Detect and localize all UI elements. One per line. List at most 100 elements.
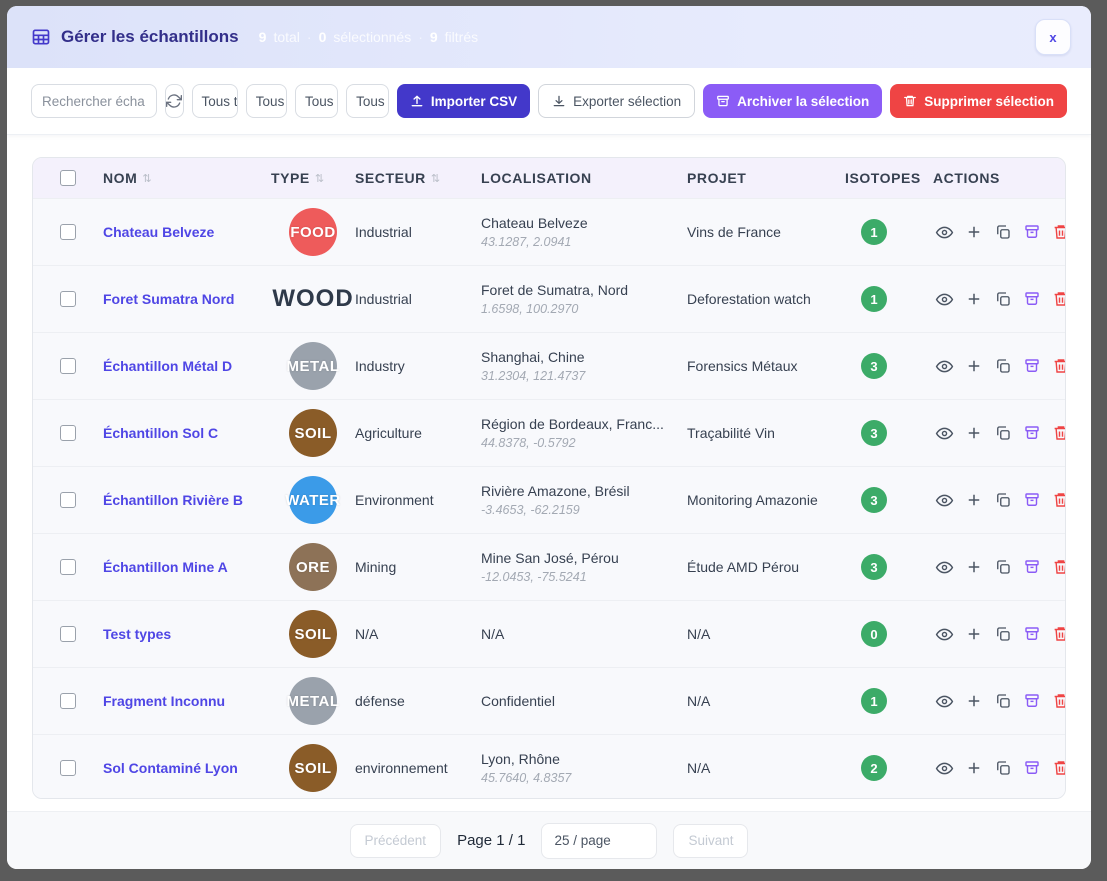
sample-name-link[interactable]: Échantillon Sol C — [103, 425, 219, 441]
view-button[interactable] — [935, 558, 954, 577]
search-input[interactable] — [31, 84, 157, 118]
column-header-nom[interactable]: NOM ⇅ — [103, 170, 153, 186]
archive-row-button[interactable] — [1023, 558, 1041, 576]
view-button[interactable] — [935, 290, 954, 309]
duplicate-button[interactable] — [994, 558, 1012, 576]
project-cell: Monitoring Amazonie — [687, 492, 818, 508]
isotope-count-badge: 0 — [861, 621, 887, 647]
row-checkbox[interactable] — [60, 358, 76, 374]
view-button[interactable] — [935, 424, 954, 443]
row-checkbox[interactable] — [60, 760, 76, 776]
add-isotope-button[interactable] — [965, 290, 983, 308]
delete-row-button[interactable] — [1052, 759, 1065, 777]
add-isotope-button[interactable] — [965, 424, 983, 442]
duplicate-button[interactable] — [994, 223, 1012, 241]
sector-cell: Environment — [355, 492, 434, 508]
select-all-checkbox[interactable] — [60, 170, 76, 186]
refresh-button[interactable] — [165, 84, 184, 118]
location-cell: Confidentiel — [481, 692, 555, 709]
project-cell: N/A — [687, 693, 711, 709]
duplicate-button[interactable] — [994, 424, 1012, 442]
archive-selection-button[interactable]: Archiver la sélection — [703, 84, 883, 118]
column-header-type[interactable]: TYPE ⇅ — [271, 170, 325, 186]
delete-row-button[interactable] — [1052, 491, 1065, 509]
duplicate-button[interactable] — [994, 290, 1012, 308]
view-button[interactable] — [935, 357, 954, 376]
row-checkbox[interactable] — [60, 425, 76, 441]
row-checkbox[interactable] — [60, 559, 76, 575]
row-checkbox[interactable] — [60, 693, 76, 709]
add-isotope-button[interactable] — [965, 357, 983, 375]
delete-row-button[interactable] — [1052, 692, 1065, 710]
next-page-button[interactable]: Suivant — [673, 823, 749, 858]
add-isotope-button[interactable] — [965, 223, 983, 241]
delete-selection-button[interactable]: Supprimer sélection — [890, 84, 1068, 118]
duplicate-button[interactable] — [994, 692, 1012, 710]
add-isotope-button[interactable] — [965, 759, 983, 777]
filter-types-select[interactable]: Tous types — [191, 84, 238, 118]
add-isotope-button[interactable] — [965, 491, 983, 509]
archive-row-button[interactable] — [1023, 759, 1041, 777]
filtered-label: filtrés — [444, 29, 479, 45]
archive-row-button[interactable] — [1023, 491, 1041, 509]
view-button[interactable] — [935, 759, 954, 778]
sample-name-link[interactable]: Test types — [103, 626, 172, 642]
duplicate-button[interactable] — [994, 491, 1012, 509]
view-button[interactable] — [935, 491, 954, 510]
filter-sectors-select[interactable]: Tous secte — [245, 84, 287, 118]
row-checkbox[interactable] — [60, 626, 76, 642]
delete-row-button[interactable] — [1052, 290, 1065, 308]
archive-row-button[interactable] — [1023, 290, 1041, 308]
page-size-select[interactable]: 25 / page — [541, 822, 658, 859]
trash-icon — [1052, 424, 1065, 442]
add-isotope-button[interactable] — [965, 558, 983, 576]
sample-name-link[interactable]: Fragment Inconnu — [103, 693, 226, 709]
row-checkbox[interactable] — [60, 492, 76, 508]
filter-elements-select[interactable]: Tous élém — [346, 84, 389, 118]
sample-name-link[interactable]: Sol Contaminé Lyon — [103, 760, 238, 776]
duplicate-button[interactable] — [994, 759, 1012, 777]
import-csv-button[interactable]: Importer CSV — [396, 84, 531, 118]
archive-row-button[interactable] — [1023, 424, 1041, 442]
add-isotope-button[interactable] — [965, 625, 983, 643]
column-header-secteur[interactable]: SECTEUR ⇅ — [355, 170, 441, 186]
sample-name-link[interactable]: Échantillon Métal D — [103, 358, 233, 374]
filter-projects-select[interactable]: Tous proje — [294, 84, 339, 118]
view-button[interactable] — [935, 625, 954, 644]
sort-icon: ⇅ — [430, 172, 441, 185]
sample-name-link[interactable]: Chateau Belveze — [103, 224, 215, 240]
row-checkbox[interactable] — [60, 291, 76, 307]
sample-name-link[interactable]: Échantillon Rivière B — [103, 492, 244, 508]
sector-cell: N/A — [355, 626, 379, 642]
table-row: Test types SOIL N/A N/A N/A 0 — [33, 600, 1065, 667]
delete-row-button[interactable] — [1052, 223, 1065, 241]
add-isotope-button[interactable] — [965, 692, 983, 710]
view-button[interactable] — [935, 692, 954, 711]
delete-row-button[interactable] — [1052, 625, 1065, 643]
close-button[interactable]: x — [1035, 19, 1071, 55]
row-checkbox[interactable] — [60, 224, 76, 240]
previous-page-button[interactable]: Précédent — [349, 823, 442, 858]
table-row: Sol Contaminé Lyon SOIL environnement Ly… — [33, 734, 1065, 798]
archive-row-button[interactable] — [1023, 692, 1041, 710]
archive-row-button[interactable] — [1023, 223, 1041, 241]
sample-name-link[interactable]: Échantillon Mine A — [103, 559, 228, 575]
delete-row-button[interactable] — [1052, 357, 1065, 375]
isotope-count-badge: 2 — [861, 755, 887, 781]
archive-row-button[interactable] — [1023, 357, 1041, 375]
page-title: Gérer les échantillons — [61, 27, 239, 46]
export-selection-button[interactable]: Exporter sélection — [538, 84, 696, 118]
view-button[interactable] — [935, 223, 954, 242]
location-cell: Shanghai, Chine 31.2304, 121.4737 — [481, 347, 687, 385]
plus-icon — [965, 424, 983, 442]
duplicate-button[interactable] — [994, 357, 1012, 375]
selected-count: 0 — [318, 29, 327, 45]
duplicate-button[interactable] — [994, 625, 1012, 643]
delete-row-button[interactable] — [1052, 424, 1065, 442]
import-csv-label: Importer CSV — [430, 93, 518, 109]
sample-name-link[interactable]: Foret Sumatra Nord — [103, 291, 235, 307]
type-badge: METAL — [286, 677, 339, 725]
archive-row-button[interactable] — [1023, 625, 1041, 643]
delete-row-button[interactable] — [1052, 558, 1065, 576]
isotope-count-badge: 1 — [861, 219, 887, 245]
